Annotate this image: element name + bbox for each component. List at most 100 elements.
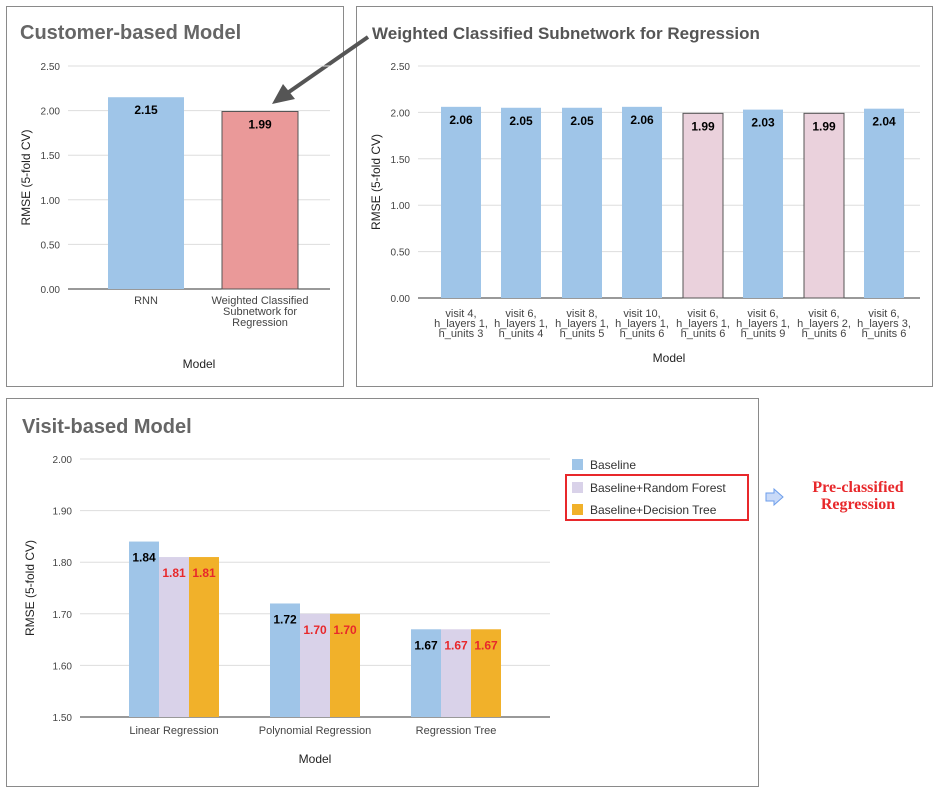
data-label: 1.67 [414,638,438,652]
x-tick-label: Weighted Classified [211,295,308,307]
x-tick-label: visit 6, [687,308,718,320]
y-tick-label: 1.00 [391,201,411,212]
y-axis-title: RMSE (5-fold CV) [23,540,37,636]
y-tick-label: 1.00 [41,196,61,207]
legend-swatch-decision-tree [572,504,583,515]
bar [189,557,219,717]
data-label: 2.03 [751,116,775,130]
x-tick-label: RNN [134,295,158,307]
x-tick-label: visit 6, [747,308,778,320]
x-tick-label: h_layers 1, [434,318,488,330]
bar [471,629,501,717]
x-tick-label: visit 10, [623,308,660,320]
x-tick-label: Regression Tree [416,725,497,737]
x-tick-label: h_layers 1, [676,318,730,330]
x-tick-label: h_layers 1, [736,318,790,330]
legend-item-decision-tree: Baseline+Decision Tree [572,503,716,517]
y-tick-label: 1.60 [53,661,73,672]
legend-label: Baseline+Random Forest [590,481,726,495]
y-tick-label: 2.00 [41,107,61,118]
legend-item-random-forest: Baseline+Random Forest [572,481,726,495]
bar [159,557,189,717]
y-tick-label: 1.50 [41,151,61,162]
y-tick-label: 0.00 [391,294,411,305]
bar [743,109,783,298]
data-label: 1.67 [474,638,498,652]
bar [300,613,330,717]
y-tick-label: 2.50 [391,62,411,73]
x-tick-label: h_units 4 [499,328,544,340]
x-tick-label: visit 6, [505,308,536,320]
data-label: 2.04 [872,115,896,129]
y-tick-label: 2.00 [391,108,411,119]
bar [129,541,159,717]
bar [330,613,360,717]
legend-swatch-baseline [572,459,583,470]
x-tick-label: h_layers 1, [615,318,669,330]
data-label: 1.84 [132,551,156,565]
pre-classified-label: Pre-classified Regression [812,479,904,513]
y-tick-label: 2.00 [53,455,73,466]
x-tick-label: h_units 6 [802,328,847,340]
x-axis-title: Model [183,357,216,371]
right-arrow-icon [765,487,784,507]
x-axis-title: Model [653,351,686,365]
customer-panel-title: Customer-based Model [20,22,242,44]
data-label: 1.72 [273,612,297,626]
data-label: 2.15 [134,103,158,117]
x-tick-label: h_units 5 [560,328,605,340]
y-tick-label: 1.70 [53,610,73,621]
y-tick-label: 1.50 [391,155,411,166]
x-tick-label: h_units 6 [681,328,726,340]
x-tick-label: Regression [232,317,288,329]
data-label: 1.67 [444,638,468,652]
bar [562,107,602,298]
data-label: 1.99 [812,119,836,133]
x-tick-label: h_layers 1, [555,318,609,330]
legend-label: Baseline [590,458,637,472]
x-tick-label: visit 8, [566,308,597,320]
data-label: 1.99 [691,119,715,133]
x-tick-label: h_layers 2, [797,318,851,330]
x-tick-label: Linear Regression [129,725,218,737]
y-axis-title: RMSE (5-fold CV) [369,134,383,230]
data-label: 2.06 [630,113,654,127]
bar [622,106,662,298]
visit-panel-title: Visit-based Model [22,416,192,438]
data-label: 2.06 [449,113,473,127]
y-axis-title: RMSE (5-fold CV) [19,129,33,225]
y-tick-label: 2.50 [41,62,61,73]
data-label: 1.99 [248,117,272,131]
x-axis-title: Model [299,752,332,766]
bar [682,112,724,299]
x-tick-label: h_units 6 [862,328,907,340]
x-tick-label: Subnetwork for [223,306,297,318]
bar [441,106,481,298]
x-tick-label: visit 6, [868,308,899,320]
data-label: 1.81 [192,566,216,580]
y-tick-label: 0.50 [41,240,61,251]
legend-item-baseline: Baseline [572,458,636,472]
data-label: 1.81 [162,566,186,580]
x-tick-label: h_layers 3, [857,318,911,330]
y-tick-label: 0.00 [41,285,61,296]
bar [270,603,300,717]
weighted-panel-title: Weighted Classified Subnetwork for Regre… [372,24,760,43]
data-label: 2.05 [570,114,594,128]
y-tick-label: 1.50 [53,713,73,724]
bar [108,97,184,289]
x-tick-label: Polynomial Regression [259,725,372,737]
data-label: 1.70 [333,623,357,637]
data-label: 1.70 [303,623,327,637]
y-tick-label: 1.90 [53,507,73,518]
data-label: 2.05 [509,114,533,128]
legend-label: Baseline+Decision Tree [590,503,717,517]
x-tick-label: visit 4, [445,308,476,320]
x-tick-label: h_units 9 [741,328,786,340]
bar [221,110,299,290]
x-tick-label: visit 6, [808,308,839,320]
y-tick-label: 1.80 [53,558,73,569]
